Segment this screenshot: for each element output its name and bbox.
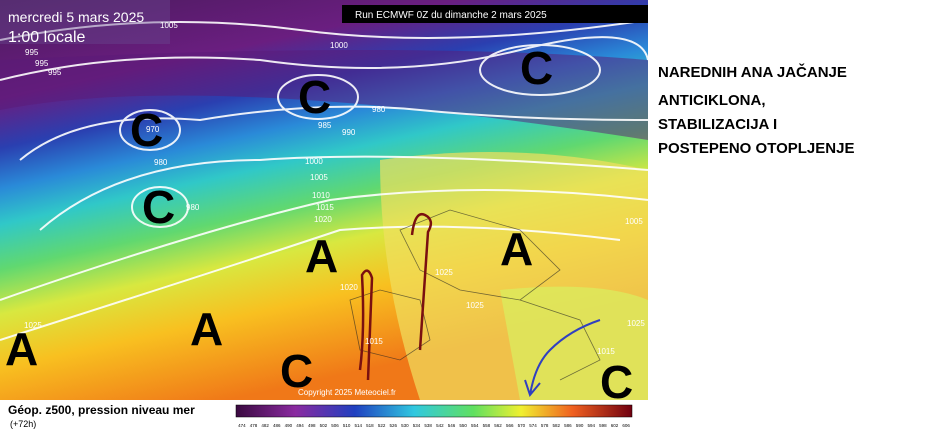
comment-line: ANTICIKLONA, [658,92,766,109]
copyright: Copyright 2025 Meteociel.fr [298,388,396,397]
isobar-label: 1025 [627,319,645,328]
scale-label: 542 [436,423,444,428]
isobar-label: 980 [154,158,168,167]
run-info: Run ECMWF 0Z du dimanche 2 mars 2025 [355,10,547,21]
scale-label: 578 [541,423,549,428]
low-label: C [142,181,175,233]
scale-label: 562 [494,423,502,428]
scale-label: 534 [413,423,421,428]
scale-label: 522 [378,423,386,428]
scale-label: 498 [308,423,316,428]
isobar-label: 980 [186,203,200,212]
isobar-label: 1005 [160,21,178,30]
scale-label: 598 [599,423,607,428]
isobar-label: 995 [25,48,39,57]
map-date: mercredi 5 mars 2025 [8,9,144,25]
isobar-label: 1005 [625,217,643,226]
low-label: C [130,104,163,156]
isobar-label: 1020 [314,215,332,224]
scale-label: 474 [238,423,246,428]
comment-line: POSTEPENO OTOPLJENJE [658,140,855,157]
comment-line: NAREDNIH ANA JAČANJE [658,64,847,81]
scale-label: 478 [250,423,258,428]
isobar-label: 970 [146,125,160,134]
low-label: C [600,356,633,408]
scale-label: 570 [518,423,526,428]
scale-label: 606 [622,423,630,428]
scale-label: 582 [553,423,561,428]
scale-label: 550 [459,423,467,428]
scale-label: 502 [320,423,328,428]
map-time: 1:00 locale [8,29,85,46]
scale-label: 546 [448,423,456,428]
high-label: A [500,223,533,275]
isobar-label: 1025 [24,321,42,330]
scale-label: 602 [611,423,619,428]
isobar-label: 1000 [330,41,348,50]
isobar-label: 1005 [310,173,328,182]
scale-label: 518 [366,423,374,428]
scale-label: 586 [564,423,572,428]
isobar-label: 990 [342,128,356,137]
scale-label: 494 [296,423,304,428]
high-label: A [305,230,338,282]
scale-label: 514 [355,423,363,428]
scale-label: 510 [343,423,351,428]
scale-label: 530 [401,423,409,428]
scale-label: 590 [576,423,584,428]
caption-sub: (+72h) [10,419,36,429]
scale-label: 558 [483,423,491,428]
scale-label: 566 [506,423,514,428]
high-label: A [5,323,38,375]
isobar-label: 980 [372,105,386,114]
scale-label: 554 [471,423,479,428]
isobar-label: 985 [318,121,332,130]
isobar-label: 1015 [597,347,615,356]
low-label: C [280,345,313,397]
scale-label: 574 [529,423,537,428]
scale-label: 594 [587,423,595,428]
scale-label: 526 [389,423,397,428]
caption: Géop. z500, pression niveau mer [8,403,195,417]
isobar-label: 1025 [466,301,484,310]
scale-label: 538 [424,423,432,428]
isobar-label: 1015 [365,337,383,346]
scale-label: 506 [331,423,339,428]
isobar-label: 1025 [435,268,453,277]
low-label: C [520,42,553,94]
scale-label: 482 [261,423,269,428]
comment-line: STABILIZACIJA I [658,116,778,133]
scale-label: 486 [273,423,281,428]
isobar-label: 1015 [316,203,334,212]
isobar-label: 995 [35,59,49,68]
isobar-label: 995 [48,68,62,77]
low-label: C [298,71,331,123]
high-label: A [190,303,223,355]
color-scale [235,404,633,418]
map [0,0,649,400]
scale-label: 490 [285,423,293,428]
isobar-label: 1010 [312,191,330,200]
isobar-label: 1000 [305,157,323,166]
isobar-label: 1020 [340,283,358,292]
